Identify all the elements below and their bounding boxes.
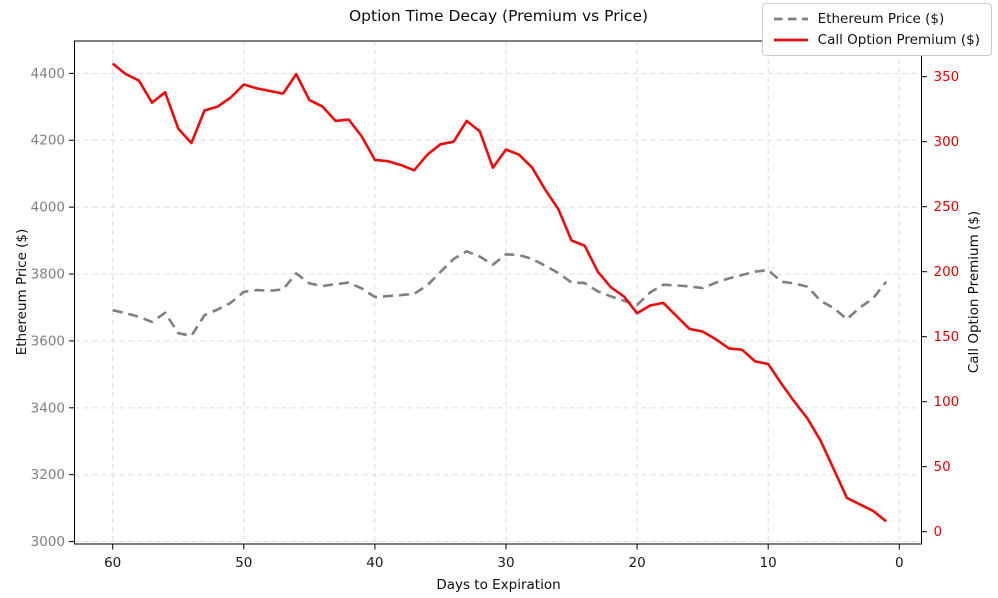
x-tick-label-0: 0 [895, 555, 904, 571]
y-left-tick-label-3800: 3800 [31, 267, 65, 283]
y-left-tick-label-3400: 3400 [31, 400, 65, 416]
y-left-tick-label-3000: 3000 [31, 534, 65, 550]
ethereum-price-line [112, 250, 888, 338]
x-tick-label-40: 40 [366, 555, 383, 571]
chart-title: Option Time Decay (Premium vs Price) [348, 7, 649, 25]
dashed-line-sample-icon [773, 17, 808, 21]
y-axis-label-right: Call Option Premium ($) [966, 210, 982, 374]
y-right-tick-label-50: 50 [934, 459, 951, 475]
y-right-tick-label-250: 250 [934, 199, 960, 215]
x-tick-label-30: 30 [497, 555, 514, 571]
y-left-tick-label-3200: 3200 [31, 467, 65, 483]
y-axis-label-left: Ethereum Price ($) [14, 228, 30, 356]
legend-label-call-option-premium: Call Option Premium ($) [817, 32, 980, 48]
y-right-tick-label-200: 200 [934, 264, 960, 280]
y-left-tick-label-4200: 4200 [31, 133, 65, 149]
y-right-tick-label-350: 350 [934, 69, 960, 85]
y-left-tick-label-4000: 4000 [31, 200, 65, 216]
x-tick-label-50: 50 [235, 555, 252, 571]
x-tick-label-20: 20 [629, 555, 646, 571]
x-tick-label-60: 60 [104, 555, 121, 571]
x-axis-label: Days to Expiration [436, 577, 561, 593]
y-left-tick-label-4400: 4400 [31, 66, 65, 82]
legend-label-ethereum-price: Ethereum Price ($) [817, 11, 945, 27]
x-tick-label-10: 10 [760, 555, 777, 571]
legend-item-ethereum-price: Ethereum Price ($) [773, 11, 980, 27]
y-left-tick-label-3600: 3600 [31, 333, 65, 349]
plot-border [74, 40, 922, 545]
solid-line-sample-icon [773, 38, 808, 42]
legend: Ethereum Price ($) Call Option Premium (… [761, 3, 992, 56]
call-option-premium-line [111, 62, 888, 523]
y-right-tick-label-100: 100 [934, 394, 960, 410]
y-right-tick-label-150: 150 [934, 329, 960, 345]
legend-item-call-option-premium: Call Option Premium ($) [773, 32, 980, 48]
y-right-tick-label-0: 0 [934, 524, 943, 540]
y-right-tick-label-300: 300 [934, 134, 960, 150]
